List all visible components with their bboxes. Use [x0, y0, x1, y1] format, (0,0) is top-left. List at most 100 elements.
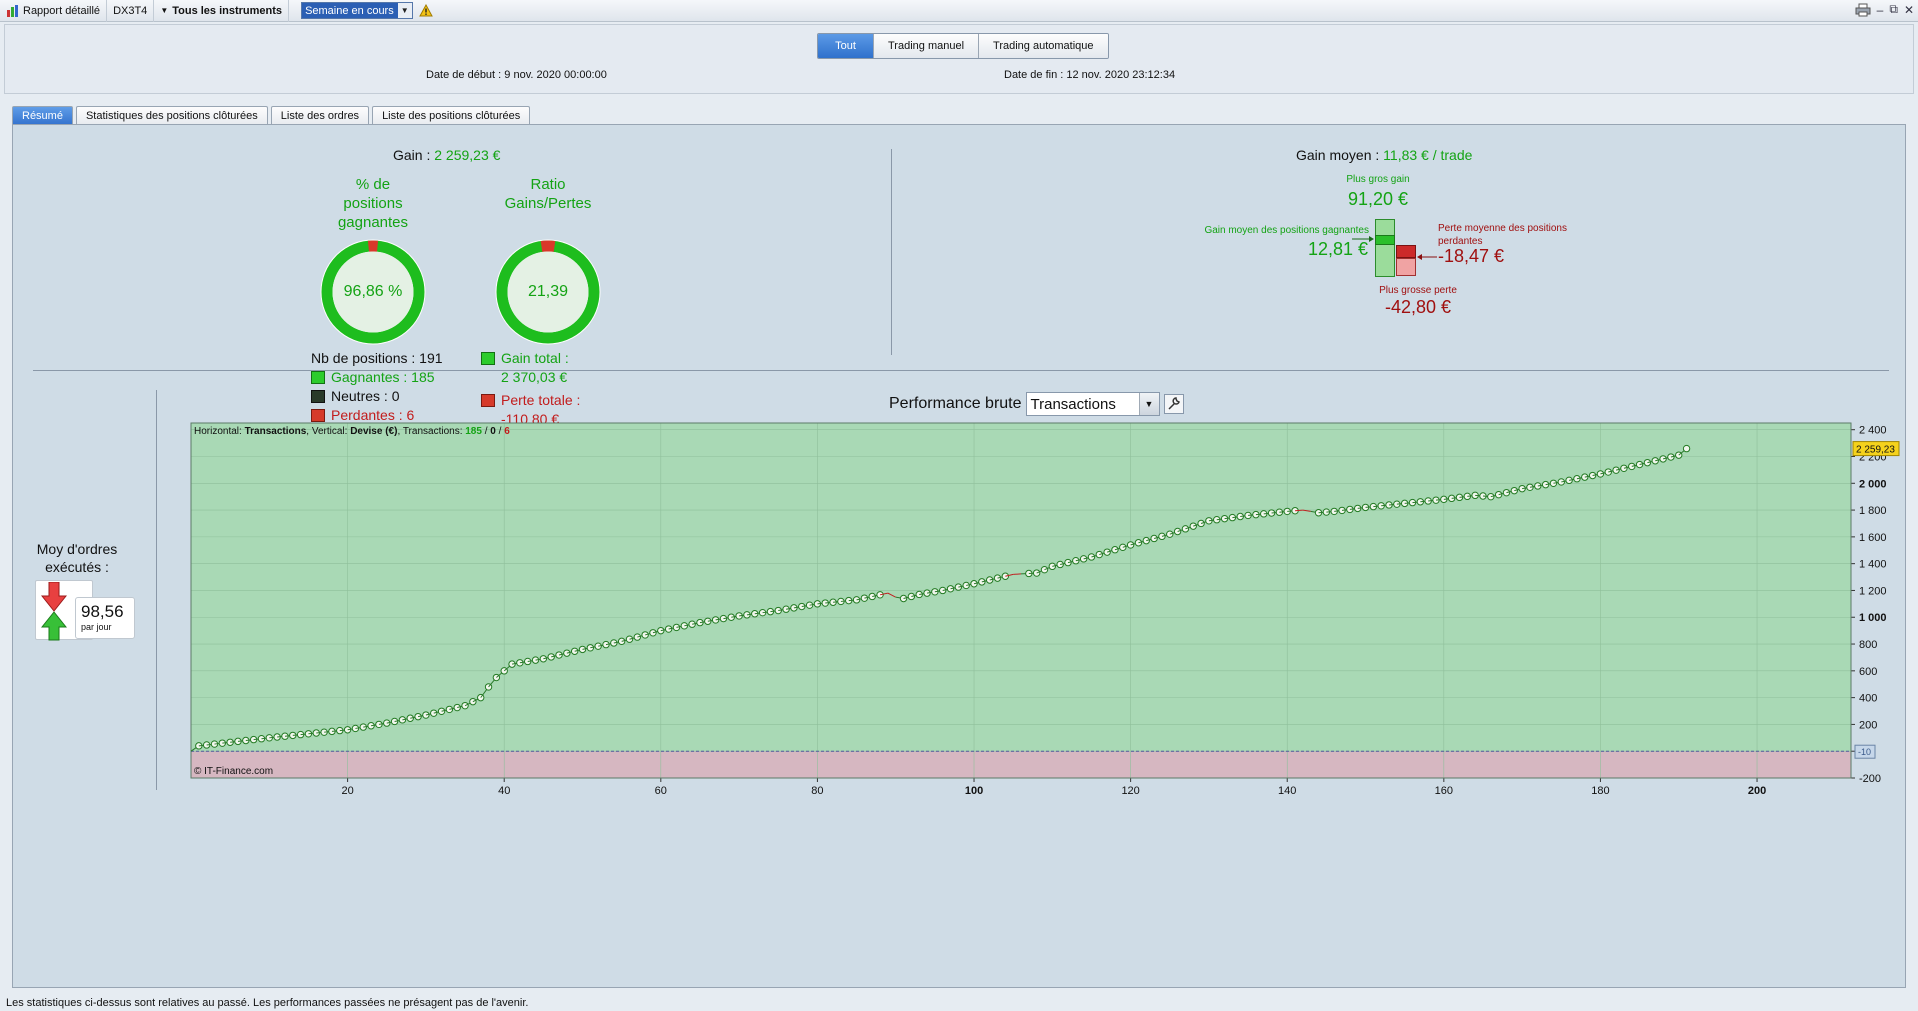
trade-point	[602, 640, 610, 649]
minimize-icon[interactable]: –	[1876, 2, 1884, 17]
trade-point	[1087, 553, 1096, 561]
trade-point	[798, 602, 806, 611]
ratio-title: Ratio Gains/Pertes	[483, 175, 613, 213]
ratio-title-line2: Gains/Pertes	[504, 195, 592, 212]
pct-value: 96,86 %	[343, 283, 403, 300]
trade-point	[531, 656, 540, 664]
legend-losers: Perdantes : 6	[311, 406, 443, 425]
filter-manual-button[interactable]: Trading manuel	[874, 34, 980, 58]
up-arrow-icon	[41, 611, 67, 641]
trade-point	[704, 617, 712, 625]
account-selector[interactable]: DX3T4	[107, 0, 155, 22]
chevron-down-icon: ▼	[397, 3, 412, 18]
orders-value: 98,56	[81, 602, 124, 621]
max-gain-value: 91,20 €	[1347, 189, 1409, 209]
trade-point	[1612, 466, 1620, 474]
chart-info-part: Horizontal:	[194, 426, 245, 437]
report-label: Rapport détaillé	[23, 4, 101, 17]
winners-count: Gagnantes : 185	[331, 369, 435, 385]
x-tick-label: 160	[1435, 785, 1453, 797]
report-icon	[7, 4, 18, 17]
filter-auto-button[interactable]: Trading automatique	[979, 34, 1108, 58]
chart-info-part: Devise (€)	[350, 426, 397, 437]
period-select[interactable]: Semaine en cours ▼	[301, 2, 413, 19]
trade-point	[876, 591, 884, 599]
y-tick-label: 2 000	[1859, 478, 1887, 490]
report-menu[interactable]: Rapport détaillé	[0, 0, 108, 22]
max-gain-label: Plus gros gain	[1346, 174, 1410, 185]
trade-point	[962, 581, 970, 590]
neutral-count: Neutres : 0	[331, 388, 400, 404]
trade-point	[1534, 482, 1542, 490]
caret-down-icon: ▼	[160, 6, 169, 15]
trade-point	[664, 625, 673, 633]
equity-segment	[879, 592, 888, 596]
tab-summary[interactable]: Résumé	[12, 106, 73, 124]
wrench-button[interactable]	[1163, 394, 1184, 414]
trade-point	[1126, 541, 1135, 549]
gain-value: 2 259,23 €	[434, 147, 501, 163]
trade-point	[1158, 532, 1166, 541]
performance-title: Performance brute	[889, 395, 1022, 412]
tab-closed-positions[interactable]: Liste des positions clôturées	[372, 106, 531, 124]
total-gain-label: Gain total :	[501, 350, 569, 366]
tab-closed-positions-stats[interactable]: Statistiques des positions clôturées	[75, 106, 268, 124]
avg-loss-label: Perte moyenne des positions perdantes	[1438, 222, 1567, 248]
pct-winning-title: % de positions gagnantes	[313, 175, 433, 232]
start-date-value: 9 nov. 2020 00:00:00	[504, 69, 607, 81]
avg-loss-label-line2: perdantes	[1438, 236, 1483, 247]
trade-point	[852, 596, 861, 604]
trade-point	[1541, 480, 1550, 489]
end-date: Date de fin : 12 nov. 2020 23:12:34	[1004, 69, 1175, 81]
trade-point	[461, 701, 469, 710]
trade-point	[633, 633, 642, 641]
chart-info-part: 185	[465, 426, 482, 437]
y-tick-label: 600	[1859, 666, 1877, 678]
print-icon[interactable]	[1855, 3, 1871, 17]
losers-count: Perdantes : 6	[331, 407, 415, 423]
trade-point	[672, 623, 681, 632]
performance-select[interactable]: Transactions ▼	[1025, 392, 1160, 416]
trade-point	[1095, 550, 1104, 559]
filter-all-button[interactable]: Tout	[818, 34, 874, 58]
window-controls: – ⧉ ✕	[1855, 2, 1914, 17]
gain-label: Gain :	[393, 147, 431, 163]
y-tick-label: 1 800	[1859, 505, 1887, 517]
trade-point	[946, 585, 955, 593]
trade-point	[985, 576, 994, 584]
y-tick-label: -200	[1859, 773, 1881, 785]
arrow-right-icon	[1352, 236, 1374, 242]
y-tick-label: 1 400	[1859, 559, 1887, 571]
max-loss-label: Plus grosse perte	[1379, 285, 1457, 296]
trade-point	[617, 637, 626, 646]
trade-point	[711, 616, 720, 624]
trade-point	[1588, 471, 1597, 480]
black-square-icon	[311, 390, 325, 403]
period-value: Semaine en cours	[305, 4, 394, 17]
trade-point	[1596, 470, 1605, 478]
chart-divider	[156, 390, 157, 790]
trade-point	[868, 592, 876, 601]
y-tick-label: 1 600	[1859, 532, 1887, 544]
last-value-tag	[1852, 441, 1900, 457]
x-tick-label: 80	[811, 785, 823, 797]
orders-value-box: 98,56 par jour	[75, 597, 135, 639]
x-tick-label: 100	[965, 785, 983, 797]
positions-count: Nb de positions : 191	[311, 350, 443, 366]
vertical-divider	[891, 149, 892, 355]
last-value-label: 2 259,23	[1856, 445, 1895, 456]
x-tick-label: 20	[341, 785, 353, 797]
donut-inner	[507, 251, 589, 333]
trade-point	[1134, 539, 1143, 547]
instruments-dropdown[interactable]: ▼ Tous les instruments	[154, 0, 290, 22]
restore-icon[interactable]: ⧉	[1889, 2, 1898, 16]
avg-win-label: Gain moyen des positions gagnantes	[1204, 225, 1369, 236]
zero-marker[interactable]	[1854, 744, 1876, 759]
warning-icon[interactable]	[418, 4, 433, 17]
trade-point	[1064, 558, 1072, 567]
close-icon[interactable]: ✕	[1903, 2, 1914, 17]
wrench-icon	[1167, 397, 1180, 410]
trade-point	[899, 594, 908, 603]
winning-pct-donut	[320, 239, 426, 345]
tab-orders[interactable]: Liste des ordres	[270, 106, 370, 124]
